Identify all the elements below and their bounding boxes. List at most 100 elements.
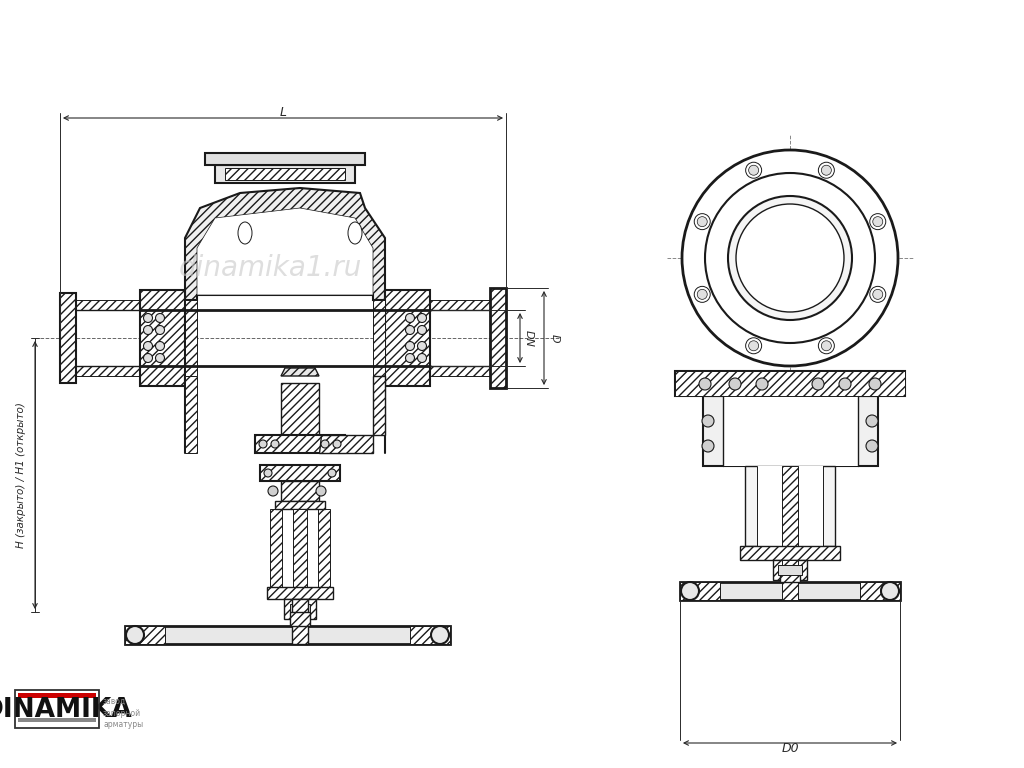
Circle shape [745, 162, 762, 178]
Bar [293, 509, 307, 589]
Bar [18, 718, 96, 722]
Polygon shape [319, 376, 385, 453]
Bar [76, 300, 156, 310]
Bar [778, 565, 802, 575]
Bar [385, 290, 430, 386]
Circle shape [729, 378, 741, 390]
Bar [410, 626, 450, 644]
Bar [225, 168, 345, 180]
Bar [290, 604, 310, 614]
Circle shape [418, 353, 427, 362]
Circle shape [418, 342, 427, 350]
Bar [185, 376, 197, 453]
Circle shape [156, 342, 165, 350]
Ellipse shape [348, 222, 362, 244]
Bar [267, 587, 333, 599]
Circle shape [694, 286, 711, 303]
Bar [680, 582, 900, 600]
Circle shape [406, 342, 415, 350]
Bar [292, 599, 308, 644]
Bar [745, 466, 835, 546]
Circle shape [697, 217, 708, 227]
Circle shape [316, 486, 326, 496]
Circle shape [418, 326, 427, 335]
Circle shape [431, 626, 449, 644]
Polygon shape [281, 368, 319, 376]
Circle shape [697, 290, 708, 300]
Circle shape [756, 378, 768, 390]
Circle shape [682, 150, 898, 366]
Ellipse shape [238, 222, 252, 244]
Circle shape [869, 378, 881, 390]
Circle shape [406, 326, 415, 335]
Circle shape [126, 626, 144, 644]
Bar [773, 560, 807, 580]
Circle shape [694, 214, 711, 230]
Bar [270, 509, 282, 594]
Bar [255, 435, 345, 453]
Bar [215, 165, 355, 183]
Circle shape [271, 440, 279, 448]
Circle shape [259, 440, 267, 448]
Circle shape [818, 338, 835, 354]
Circle shape [156, 353, 165, 362]
Circle shape [872, 290, 883, 300]
Circle shape [321, 440, 329, 448]
Bar [373, 300, 385, 376]
Text: L: L [280, 106, 287, 119]
Circle shape [705, 173, 874, 343]
Bar [275, 501, 325, 509]
Circle shape [268, 486, 278, 496]
Text: завод
запорной
арматуры: завод запорной арматуры [103, 697, 143, 730]
Circle shape [749, 165, 759, 175]
Bar [860, 582, 900, 600]
Circle shape [418, 313, 427, 323]
Circle shape [736, 204, 844, 312]
Bar [76, 366, 156, 376]
Bar [318, 509, 330, 594]
Text: D: D [550, 333, 560, 343]
Circle shape [745, 338, 762, 354]
Bar [60, 293, 76, 383]
Bar [185, 300, 197, 376]
Circle shape [333, 440, 341, 448]
Bar [125, 626, 450, 644]
Circle shape [869, 214, 886, 230]
Circle shape [143, 342, 153, 350]
Circle shape [264, 469, 272, 477]
Text: DN: DN [524, 329, 534, 346]
Bar [490, 288, 506, 388]
Bar [675, 371, 905, 396]
Circle shape [821, 165, 831, 175]
Bar [430, 366, 490, 376]
Circle shape [821, 341, 831, 351]
Circle shape [406, 313, 415, 323]
Circle shape [818, 162, 835, 178]
Text: dinamika1.ru: dinamika1.ru [178, 254, 361, 282]
Bar [782, 560, 798, 600]
Bar [675, 371, 905, 396]
Circle shape [143, 313, 153, 323]
Circle shape [728, 196, 852, 320]
Bar [780, 568, 800, 582]
Text: H (закрыто) / H1 (открыто): H (закрыто) / H1 (открыто) [16, 402, 26, 548]
Bar [782, 466, 798, 546]
Bar [125, 626, 165, 644]
Circle shape [839, 378, 851, 390]
Bar [723, 396, 858, 466]
Circle shape [143, 326, 153, 335]
Circle shape [872, 217, 883, 227]
Circle shape [702, 415, 714, 427]
Bar [740, 546, 840, 560]
Polygon shape [197, 208, 373, 295]
Circle shape [156, 313, 165, 323]
Circle shape [702, 440, 714, 452]
Text: DINAMIKA: DINAMIKA [0, 697, 132, 723]
Circle shape [749, 341, 759, 351]
Bar [757, 466, 823, 546]
Polygon shape [185, 188, 385, 300]
Circle shape [328, 469, 336, 477]
Circle shape [866, 415, 878, 427]
Circle shape [869, 286, 886, 303]
Bar [281, 383, 319, 450]
